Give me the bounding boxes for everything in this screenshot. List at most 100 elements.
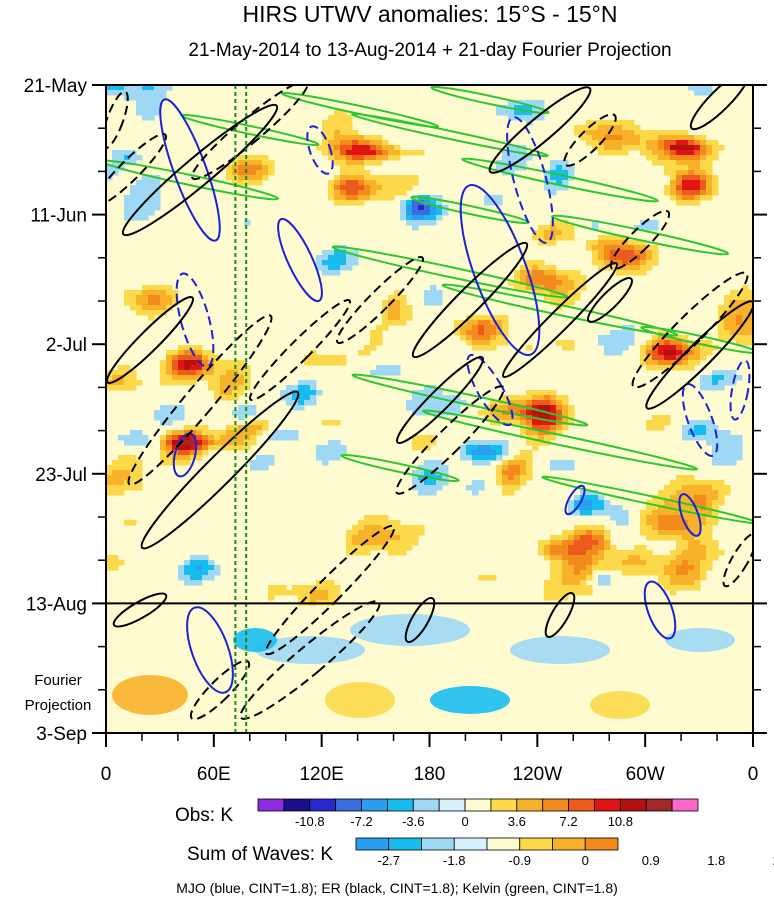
obs-cell: [202, 355, 209, 361]
obs-cell: [700, 550, 707, 556]
y-tick-label: 3-Sep: [36, 724, 87, 745]
obs-cell: [178, 405, 185, 411]
obs-cell: [322, 595, 329, 601]
obs-cell: [160, 360, 167, 366]
obs-cell: [118, 480, 125, 486]
obs-cell: [376, 185, 383, 191]
obs-cell: [412, 525, 419, 531]
obs-cell: [538, 270, 545, 276]
obs-cell: [694, 580, 701, 586]
obs-cell: [214, 435, 221, 441]
obs-cell: [364, 525, 371, 531]
obs-cell: [514, 270, 521, 276]
obs-cell: [658, 130, 665, 136]
obs-cell: [268, 165, 275, 171]
obs-cell: [256, 425, 263, 431]
obs-cell: [550, 595, 557, 601]
obs-cell: [706, 430, 713, 436]
obs-cell: [520, 110, 527, 116]
obs-cell: [568, 560, 575, 566]
obs-cell: [646, 565, 653, 571]
obs-cell: [568, 235, 575, 241]
obs-cell: [334, 245, 341, 251]
obs-cell: [598, 135, 605, 141]
obs-cell: [256, 465, 263, 471]
obs-cell: [388, 150, 395, 156]
obs-cell: [610, 145, 617, 151]
obs-cell: [472, 480, 479, 486]
obs-cell: [556, 170, 563, 176]
obs-cell: [208, 385, 215, 391]
obs-cell: [334, 125, 341, 131]
obs-cell: [202, 360, 209, 366]
obs-cell: [340, 255, 347, 261]
obs-cell: [364, 155, 371, 161]
obs-cell: [106, 170, 113, 176]
obs-cell: [166, 415, 173, 421]
obs-cell: [430, 435, 437, 441]
obs-cell: [730, 445, 737, 451]
obs-cell: [610, 150, 617, 156]
obs-cell: [628, 125, 635, 131]
obs-cell: [526, 410, 533, 416]
obs-cell: [694, 495, 701, 501]
obs-cell: [628, 245, 635, 251]
obs-cell: [178, 445, 185, 451]
obs-cell: [688, 585, 695, 591]
obs-cell: [718, 480, 725, 486]
obs-cell: [700, 190, 707, 196]
obs-cell: [190, 565, 197, 571]
obs-cell: [658, 330, 665, 336]
obs-cell: [520, 115, 527, 121]
obs-cell: [172, 355, 179, 361]
obs-cell: [700, 480, 707, 486]
obs-cell: [202, 565, 209, 571]
obs-cell: [658, 530, 665, 536]
obs-cell: [220, 370, 227, 376]
obs-cell: [400, 180, 407, 186]
obs-colorbar-tick-label: 0: [461, 814, 468, 829]
obs-cell: [526, 105, 533, 111]
obs-cell: [346, 160, 353, 166]
obs-cell: [256, 160, 263, 166]
obs-cell: [394, 155, 401, 161]
obs-cell: [112, 155, 119, 161]
obs-cell: [586, 130, 593, 136]
obs-cell: [172, 370, 179, 376]
obs-cell: [136, 480, 143, 486]
obs-cell: [424, 220, 431, 226]
obs-cell: [598, 550, 605, 556]
obs-cell: [526, 465, 533, 471]
obs-cell: [394, 295, 401, 301]
obs-cell: [622, 515, 629, 521]
obs-cell: [658, 350, 665, 356]
obs-cell: [604, 240, 611, 246]
obs-cell: [376, 325, 383, 331]
obs-cell: [652, 565, 659, 571]
obs-cell: [214, 445, 221, 451]
obs-cell: [616, 270, 623, 276]
obs-cell: [730, 375, 737, 381]
obs-cell: [508, 395, 515, 401]
obs-cell: [388, 180, 395, 186]
obs-cell: [562, 535, 569, 541]
obs-cell: [712, 455, 719, 461]
obs-cell: [490, 345, 497, 351]
obs-cell: [172, 300, 179, 306]
obs-cell: [634, 240, 641, 246]
obs-cell: [688, 545, 695, 551]
obs-cell: [382, 540, 389, 546]
obs-cell: [244, 405, 251, 411]
obs-cell: [136, 485, 143, 491]
obs-cell: [322, 450, 329, 456]
obs-cell: [220, 375, 227, 381]
obs-cell: [382, 190, 389, 196]
obs-cell: [118, 385, 125, 391]
obs-cell: [490, 445, 497, 451]
obs-cell: [160, 370, 167, 376]
obs-cell: [334, 120, 341, 126]
obs-cell: [574, 575, 581, 581]
obs-cell: [604, 145, 611, 151]
obs-cell: [358, 175, 365, 181]
obs-cell: [724, 300, 731, 306]
